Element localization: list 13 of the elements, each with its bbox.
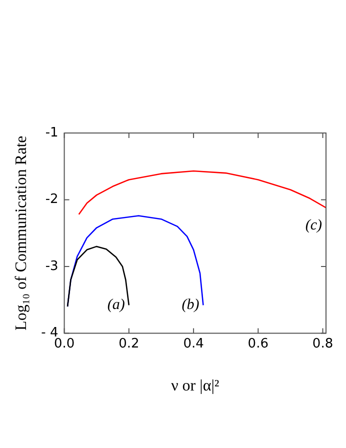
x-tick-label: 0.2 xyxy=(118,336,140,352)
y-axis-title: Log₁₀ of Communication Rate xyxy=(12,136,30,330)
y-tick-label: -2 xyxy=(45,192,58,208)
x-tick-label: 0.4 xyxy=(183,336,204,352)
x-tick-label: 0.6 xyxy=(248,336,268,352)
y-tick-label: -3 xyxy=(45,258,58,274)
x-tick-label: 0.0 xyxy=(54,336,75,352)
annotation: (a) xyxy=(107,297,125,314)
y-tick-label: -1 xyxy=(45,125,58,140)
annotation: (c) xyxy=(305,218,322,234)
x-axis-title: ν or |α|² xyxy=(171,378,220,395)
x-tick-label: 0.8 xyxy=(312,336,334,352)
annotation: (b) xyxy=(182,297,200,314)
